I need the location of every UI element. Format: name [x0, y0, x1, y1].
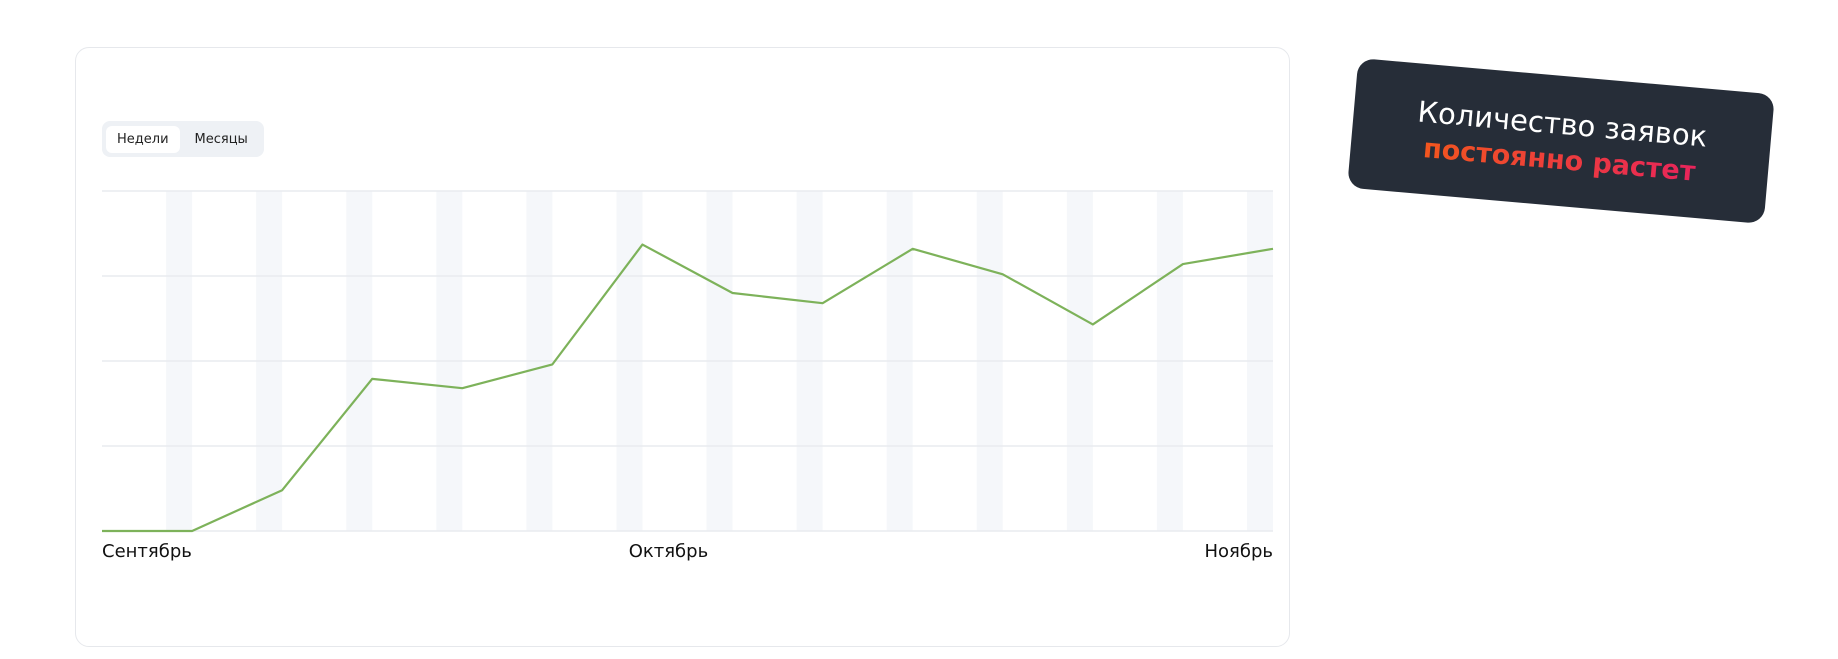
- toggle-weeks[interactable]: Недели: [106, 125, 180, 153]
- toggle-months[interactable]: Месяцы: [194, 131, 248, 147]
- line-series: [102, 243, 1274, 533]
- chart-card: [75, 47, 1290, 647]
- x-tick-label: Ноябрь: [1204, 541, 1273, 562]
- x-tick-label: Сентябрь: [102, 541, 192, 562]
- period-toggle: Недели Месяцы: [102, 121, 264, 157]
- x-tick-label: Октябрь: [629, 541, 709, 562]
